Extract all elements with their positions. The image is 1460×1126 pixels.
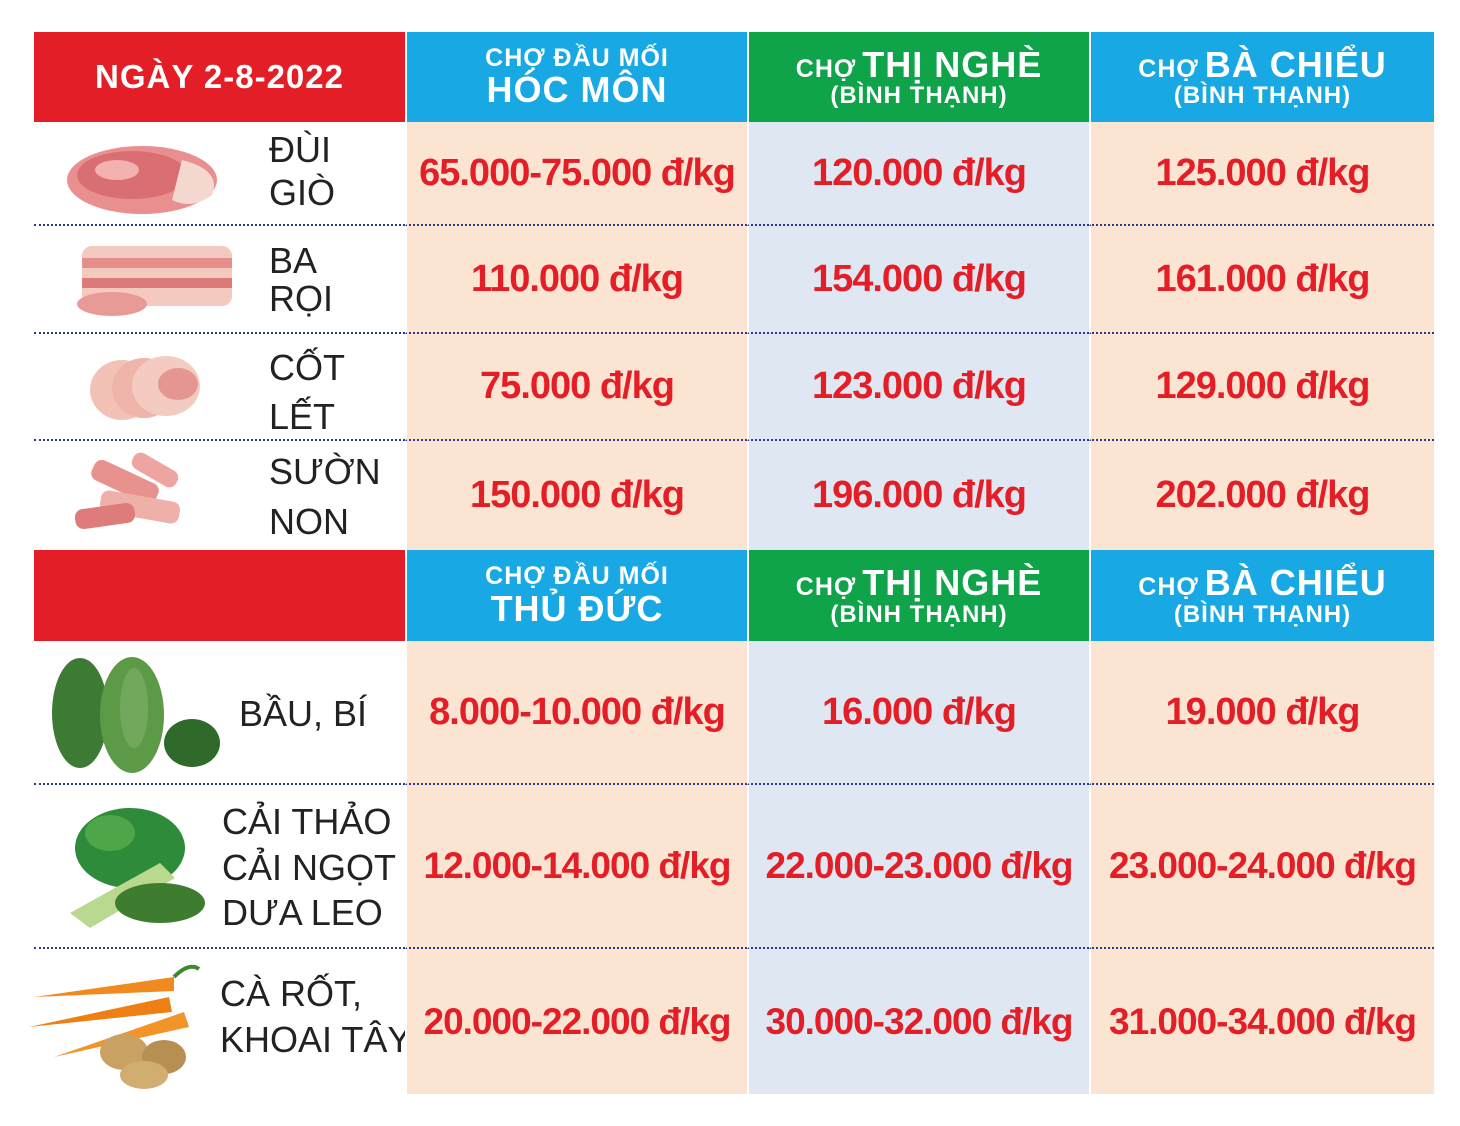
price-value: 23.000-24.000 đ/kg <box>1109 845 1417 886</box>
veg-header-ba-chieu-name: BÀ CHIỂU <box>1204 562 1387 603</box>
item-suon-non: SƯỜN NON <box>34 441 405 550</box>
header-thu-duc-big: THỦ ĐỨC <box>490 587 664 629</box>
item-ca-rot-line1: CÀ RỐT, <box>220 973 363 1014</box>
veg-header-ba-chieu-prefix: CHỢ <box>1138 573 1199 601</box>
pork-chop-icon <box>90 356 200 420</box>
price-cell: 20.000-22.000 đ/kg <box>405 949 747 1094</box>
veg-header-thi-nghe-sub: (BÌNH THẠNH) <box>830 600 1008 628</box>
header-hoc-mon-small: CHỢ ĐẦU MỐI <box>485 43 669 72</box>
date-header: NGÀY 2-8-2022 <box>34 32 405 122</box>
greens-icon <box>70 808 205 928</box>
price-value: 202.000 đ/kg <box>1155 474 1370 516</box>
header-ba-chieu-sub: (BÌNH THẠNH) <box>1173 82 1352 110</box>
header-ba-chieu: CHỢ BÀ CHIỂU (BÌNH THẠNH) <box>1089 32 1434 122</box>
item-ba-roi-line2: RỌI <box>269 277 334 319</box>
item-ba-roi-line1: BA <box>269 240 318 281</box>
price-cell: 30.000-32.000 đ/kg <box>747 949 1089 1094</box>
price-value: 110.000 đ/kg <box>471 257 684 300</box>
header-ba-chieu-prefix: CHỢ <box>1138 54 1199 83</box>
pork-leg-icon <box>67 146 217 214</box>
price-value: 161.000 đ/kg <box>1155 257 1370 300</box>
header-thu-duc-small: CHỢ ĐẦU MỐI <box>485 562 669 591</box>
item-dui-gio-line1: ĐÙI <box>269 129 331 170</box>
carrot-potato-icon <box>29 964 201 1089</box>
veg-header-thi-nghe: CHỢ THỊ NGHÈ (BÌNH THẠNH) <box>747 550 1089 641</box>
item-cot-let-line1: CỐT <box>269 347 345 388</box>
price-cell: 202.000 đ/kg <box>1089 441 1434 550</box>
item-bau-bi: BẦU, BÍ <box>34 641 405 785</box>
price-value: 65.000-75.000 đ/kg <box>419 151 736 194</box>
item-dui-gio: ĐÙI GIÒ <box>34 122 405 226</box>
gourd-icon <box>52 657 220 773</box>
price-cell: 150.000 đ/kg <box>405 441 747 550</box>
price-cell: 31.000-34.000 đ/kg <box>1089 949 1434 1094</box>
price-value: 196.000 đ/kg <box>811 474 1027 516</box>
header-thu-duc: CHỢ ĐẦU MỐI THỦ ĐỨC <box>405 550 747 641</box>
price-cell: 125.000 đ/kg <box>1089 122 1434 226</box>
header-thi-nghe-sub: (BÌNH THẠNH) <box>830 82 1008 110</box>
pork-ribs-icon <box>74 452 181 530</box>
price-value: 16.000 đ/kg <box>822 690 1017 733</box>
item-ba-roi: BA RỌI <box>34 226 405 334</box>
item-cai-thao-line1: CẢI THẢO <box>222 801 392 842</box>
veg-header-thi-nghe-prefix: CHỢ <box>795 573 857 601</box>
price-cell: 12.000-14.000 đ/kg <box>405 785 747 949</box>
header-hoc-mon-big: HÓC MÔN <box>486 69 668 111</box>
price-cell: 123.000 đ/kg <box>747 334 1089 441</box>
price-table: NGÀY 2-8-2022 CHỢ ĐẦU MỐI HÓC MÔN CHỢ THỊ… <box>29 32 1434 1095</box>
price-value: 12.000-14.000 đ/kg <box>423 845 732 886</box>
item-ca-rot: CÀ RỐT, KHOAI TÂY <box>29 949 411 1094</box>
header-thi-nghe-name: THỊ NGHÈ <box>862 43 1043 85</box>
pork-belly-icon <box>77 246 232 316</box>
price-cell: 75.000 đ/kg <box>405 334 747 441</box>
item-dui-gio-line2: GIÒ <box>269 172 336 214</box>
header-hoc-mon: CHỢ ĐẦU MỐI HÓC MÔN <box>405 32 747 122</box>
header-thi-nghe: CHỢ THỊ NGHÈ (BÌNH THẠNH) <box>747 32 1089 122</box>
price-value: 120.000 đ/kg <box>811 151 1027 194</box>
price-cell: 120.000 đ/kg <box>747 122 1089 226</box>
price-value: 154.000 đ/kg <box>811 257 1027 300</box>
price-value: 123.000 đ/kg <box>811 365 1027 407</box>
price-cell: 65.000-75.000 đ/kg <box>405 122 747 226</box>
price-cell: 22.000-23.000 đ/kg <box>747 785 1089 949</box>
price-value: 20.000-22.000 đ/kg <box>423 1000 732 1042</box>
price-cell: 16.000 đ/kg <box>747 641 1089 785</box>
item-cai-thao-line2: CẢI NGỌT <box>222 846 397 888</box>
price-cell: 8.000-10.000 đ/kg <box>405 641 747 785</box>
header-ba-chieu-name: BÀ CHIỂU <box>1204 43 1387 85</box>
price-cell: 196.000 đ/kg <box>747 441 1089 550</box>
item-cai-thao: CẢI THẢO CẢI NGỌT DƯA LEO <box>34 785 405 949</box>
price-value: 22.000-23.000 đ/kg <box>765 845 1074 886</box>
veg-header-thi-nghe-name: THỊ NGHÈ <box>862 562 1043 603</box>
price-cell: 19.000 đ/kg <box>1089 641 1434 785</box>
price-value: 8.000-10.000 đ/kg <box>429 690 726 733</box>
price-value: 129.000 đ/kg <box>1155 365 1370 407</box>
price-value: 150.000 đ/kg <box>469 474 685 516</box>
item-cot-let-line2: LẾT <box>269 395 336 437</box>
price-value: 125.000 đ/kg <box>1155 151 1370 194</box>
header-thi-nghe-prefix: CHỢ <box>795 54 857 83</box>
item-cot-let: CỐT LẾT <box>34 334 405 441</box>
date-label: NGÀY 2-8-2022 <box>94 58 344 95</box>
item-suon-non-line2: NON <box>269 501 349 543</box>
price-value: 30.000-32.000 đ/kg <box>765 1000 1074 1042</box>
item-ca-rot-line2: KHOAI TÂY <box>220 1019 412 1061</box>
price-value: 31.000-34.000 đ/kg <box>1109 1000 1417 1042</box>
price-cell: 129.000 đ/kg <box>1089 334 1434 441</box>
price-cell: 23.000-24.000 đ/kg <box>1089 785 1434 949</box>
item-cai-thao-line3: DƯA LEO <box>222 892 383 934</box>
price-value: 19.000 đ/kg <box>1165 690 1361 733</box>
veg-header-ba-chieu: CHỢ BÀ CHIỂU (BÌNH THẠNH) <box>1089 550 1434 641</box>
price-value: 75.000 đ/kg <box>480 365 675 407</box>
item-bau-bi-line1: BẦU, BÍ <box>239 693 368 734</box>
item-suon-non-line1: SƯỜN <box>269 451 381 492</box>
price-cell: 161.000 đ/kg <box>1089 226 1434 334</box>
price-cell: 154.000 đ/kg <box>747 226 1089 334</box>
veg-header-ba-chieu-sub: (BÌNH THẠNH) <box>1173 600 1352 628</box>
price-cell: 110.000 đ/kg <box>405 226 747 334</box>
veg-header-blank <box>34 550 405 641</box>
